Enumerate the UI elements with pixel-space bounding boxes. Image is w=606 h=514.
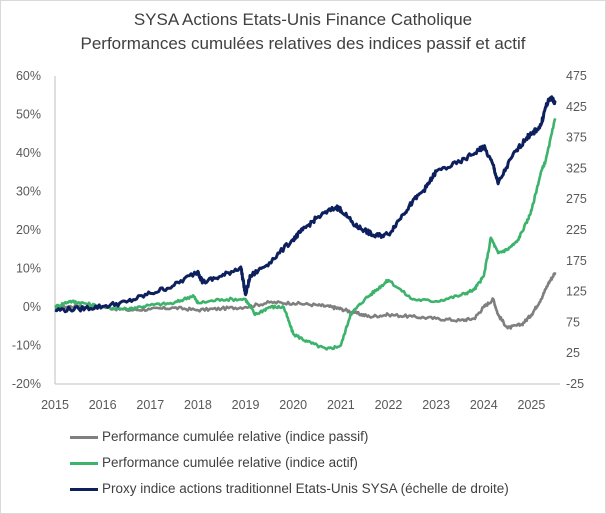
x-tick-label: 2025	[518, 398, 546, 412]
y2-tick-label: 425	[566, 100, 587, 114]
y-tick-label: -10%	[12, 339, 41, 353]
x-tick-label: 2021	[327, 398, 355, 412]
x-tick-label: 2022	[375, 398, 403, 412]
y-tick-label: 10%	[16, 262, 41, 276]
y-tick-label: -20%	[12, 377, 41, 391]
x-tick-label: 2015	[41, 398, 69, 412]
series-line-3	[54, 95, 557, 314]
x-tick-label: 2016	[89, 398, 117, 412]
x-tick-label: 2020	[279, 398, 307, 412]
series-line-1	[54, 271, 557, 330]
y2-tick-label: 325	[566, 161, 587, 175]
y-tick-label: 30%	[16, 185, 41, 199]
y2-tick-label: 225	[566, 223, 587, 237]
legend-swatch	[70, 436, 98, 439]
y2-tick-label: -25	[566, 377, 584, 391]
x-tick-label: 2019	[232, 398, 260, 412]
y-tick-label: 40%	[16, 146, 41, 160]
legend-swatch	[70, 488, 98, 491]
y2-tick-label: 175	[566, 254, 587, 268]
legend-label: Proxy indice actions traditionnel Etats-…	[102, 481, 509, 496]
x-tick-label: 2017	[136, 398, 164, 412]
y2-tick-label: 375	[566, 131, 587, 145]
y-tick-label: 20%	[16, 223, 41, 237]
y-tick-label: 60%	[16, 69, 41, 83]
chart-title: SYSA Actions Etats-Unis Finance Catholiq…	[133, 10, 473, 29]
y2-tick-label: 475	[566, 69, 587, 83]
series-line-2	[54, 118, 557, 351]
y-tick-label: 0%	[23, 300, 41, 314]
y2-tick-label: 275	[566, 192, 587, 206]
chart-subtitle: Performances cumulées relatives des indi…	[80, 34, 526, 53]
legend-swatch	[70, 462, 98, 465]
legend-label: Performance cumulée relative (indice act…	[102, 455, 358, 470]
legend-label: Performance cumulée relative (indice pas…	[102, 429, 369, 444]
x-tick-label: 2018	[184, 398, 212, 412]
y-tick-label: 50%	[16, 108, 41, 122]
x-tick-label: 2024	[470, 398, 498, 412]
x-tick-label: 2023	[422, 398, 450, 412]
y2-tick-label: 125	[566, 285, 587, 299]
y2-tick-label: 25	[566, 346, 580, 360]
y2-tick-label: 75	[566, 315, 580, 329]
